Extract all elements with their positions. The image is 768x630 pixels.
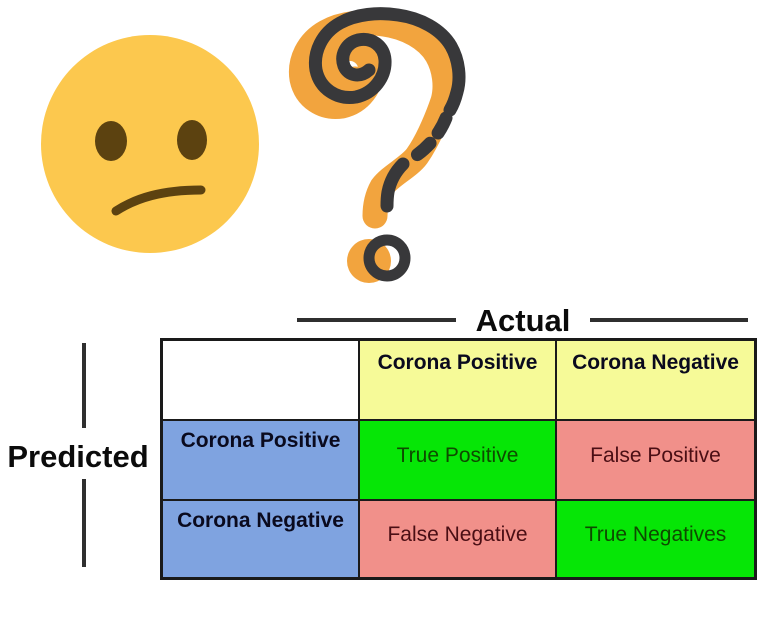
emoji-right-eye: [177, 120, 207, 160]
cell-true-positive: True Positive: [360, 421, 555, 499]
row-header-corona-positive: Corona Positive: [163, 421, 358, 499]
question-mark-dashed-segment: [407, 111, 453, 164]
question-mark-dark-curve: [308, 7, 466, 117]
confused-face-emoji: [41, 35, 259, 253]
confusion-matrix-table: Corona Positive Corona Negative Corona P…: [160, 338, 757, 580]
actual-rule-right: [590, 318, 748, 322]
cell-false-positive: False Positive: [557, 421, 754, 499]
cell-false-negative: False Negative: [360, 501, 555, 577]
predicted-rule-top: [82, 343, 86, 428]
predicted-axis-label: Predicted: [7, 439, 149, 474]
matrix-corner-cell: [163, 341, 358, 419]
emoji-face: [41, 35, 259, 253]
col-header-corona-positive: Corona Positive: [360, 341, 555, 419]
predicted-rule-bottom: [82, 479, 86, 567]
emoji-left-eye: [95, 121, 127, 161]
col-header-corona-negative: Corona Negative: [557, 341, 754, 419]
row-header-corona-negative: Corona Negative: [163, 501, 358, 577]
cell-true-negatives: True Negatives: [557, 501, 754, 577]
actual-rule-left: [297, 318, 456, 322]
question-mark-icon: [288, 7, 466, 283]
emoji-confused-mouth: [111, 185, 206, 216]
question-mark-stem: [380, 157, 410, 213]
actual-axis-label: Actual: [475, 303, 571, 338]
question-mark-dot-ring: [363, 234, 411, 282]
